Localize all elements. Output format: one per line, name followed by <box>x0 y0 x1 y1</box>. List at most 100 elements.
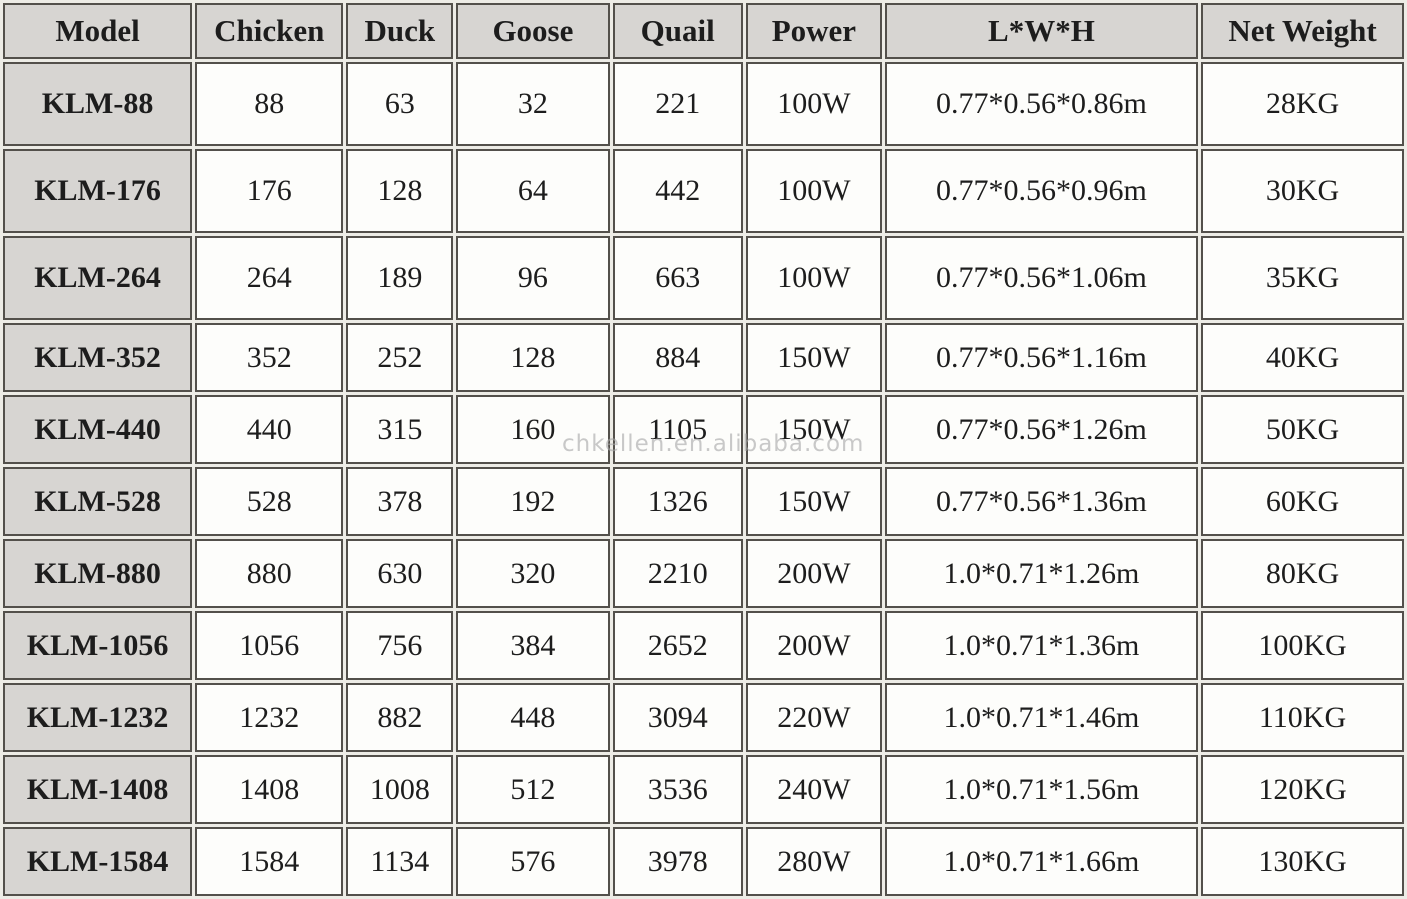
table-body: KLM-88 88 63 32 221 100W 0.77*0.56*0.86m 28KG KL… <box>3 62 1404 896</box>
chicken-cell: 528 <box>195 467 344 536</box>
chicken-cell: 440 <box>195 395 344 464</box>
net-weight-cell: 30KG <box>1201 149 1404 233</box>
chicken-cell: 352 <box>195 323 344 392</box>
goose-cell: 160 <box>456 395 610 464</box>
lwh-cell: 0.77*0.56*1.26m <box>884 395 1199 464</box>
model-cell: KLM-1408 <box>3 755 193 824</box>
net-weight-cell: 130KG <box>1201 827 1404 896</box>
lwh-cell: 1.0*0.71*1.66m <box>884 827 1199 896</box>
net-weight-cell: 50KG <box>1201 395 1404 464</box>
chicken-cell: 880 <box>195 539 344 608</box>
column-header-chicken: Chicken <box>195 3 344 59</box>
lwh-cell: 0.77*0.56*0.86m <box>884 62 1199 146</box>
table-row: KLM-352 352 252 128 884 150W 0.77*0.56*1.16m 40… <box>3 323 1404 392</box>
column-header-quail: Quail <box>612 3 743 59</box>
power-cell: 150W <box>745 323 882 392</box>
quail-cell: 2210 <box>612 539 743 608</box>
column-header-net-weight: Net Weight <box>1201 3 1404 59</box>
quail-cell: 3536 <box>612 755 743 824</box>
power-cell: 200W <box>745 611 882 680</box>
table-row: KLM-176 176 128 64 442 100W 0.77*0.56*0.96m 30K… <box>3 149 1404 233</box>
header-row: Model Chicken Duck Goose Quail Power L*W… <box>3 3 1404 59</box>
lwh-cell: 0.77*0.56*0.96m <box>884 149 1199 233</box>
column-header-goose: Goose <box>456 3 610 59</box>
goose-cell: 576 <box>456 827 610 896</box>
duck-cell: 756 <box>346 611 454 680</box>
chicken-cell: 1408 <box>195 755 344 824</box>
duck-cell: 128 <box>346 149 454 233</box>
net-weight-cell: 60KG <box>1201 467 1404 536</box>
goose-cell: 192 <box>456 467 610 536</box>
goose-cell: 512 <box>456 755 610 824</box>
duck-cell: 189 <box>346 236 454 320</box>
lwh-cell: 0.77*0.56*1.36m <box>884 467 1199 536</box>
lwh-cell: 1.0*0.71*1.36m <box>884 611 1199 680</box>
table-row: KLM-880 880 630 320 2210 200W 1.0*0.71*1.26m 80… <box>3 539 1404 608</box>
table-row: KLM-1056 1056 756 384 2652 200W 1.0*0.71*1.36m… <box>3 611 1404 680</box>
model-cell: KLM-440 <box>3 395 193 464</box>
model-cell: KLM-1232 <box>3 683 193 752</box>
goose-cell: 384 <box>456 611 610 680</box>
chicken-cell: 1056 <box>195 611 344 680</box>
column-header-lwh: L*W*H <box>884 3 1199 59</box>
goose-cell: 64 <box>456 149 610 233</box>
quail-cell: 884 <box>612 323 743 392</box>
power-cell: 100W <box>745 236 882 320</box>
duck-cell: 1008 <box>346 755 454 824</box>
goose-cell: 32 <box>456 62 610 146</box>
model-cell: KLM-352 <box>3 323 193 392</box>
lwh-cell: 1.0*0.71*1.26m <box>884 539 1199 608</box>
goose-cell: 96 <box>456 236 610 320</box>
lwh-cell: 0.77*0.56*1.16m <box>884 323 1199 392</box>
table-row: KLM-88 88 63 32 221 100W 0.77*0.56*0.86m 28KG <box>3 62 1404 146</box>
net-weight-cell: 120KG <box>1201 755 1404 824</box>
duck-cell: 252 <box>346 323 454 392</box>
power-cell: 240W <box>745 755 882 824</box>
model-cell: KLM-88 <box>3 62 193 146</box>
power-cell: 150W <box>745 467 882 536</box>
net-weight-cell: 110KG <box>1201 683 1404 752</box>
column-header-power: Power <box>745 3 882 59</box>
table-row: KLM-264 264 189 96 663 100W 0.77*0.56*1.06m 35K… <box>3 236 1404 320</box>
goose-cell: 448 <box>456 683 610 752</box>
model-cell: KLM-264 <box>3 236 193 320</box>
model-cell: KLM-176 <box>3 149 193 233</box>
quail-cell: 1326 <box>612 467 743 536</box>
chicken-cell: 1584 <box>195 827 344 896</box>
chicken-cell: 88 <box>195 62 344 146</box>
model-cell: KLM-880 <box>3 539 193 608</box>
lwh-cell: 1.0*0.71*1.56m <box>884 755 1199 824</box>
power-cell: 100W <box>745 149 882 233</box>
chicken-cell: 1232 <box>195 683 344 752</box>
power-cell: 100W <box>745 62 882 146</box>
duck-cell: 630 <box>346 539 454 608</box>
power-cell: 150W <box>745 395 882 464</box>
model-cell: KLM-528 <box>3 467 193 536</box>
goose-cell: 320 <box>456 539 610 608</box>
table-row: KLM-1232 1232 882 448 3094 220W 1.0*0.71*1.46m… <box>3 683 1404 752</box>
lwh-cell: 0.77*0.56*1.06m <box>884 236 1199 320</box>
quail-cell: 442 <box>612 149 743 233</box>
quail-cell: 3094 <box>612 683 743 752</box>
duck-cell: 63 <box>346 62 454 146</box>
net-weight-cell: 28KG <box>1201 62 1404 146</box>
chicken-cell: 264 <box>195 236 344 320</box>
duck-cell: 882 <box>346 683 454 752</box>
power-cell: 220W <box>745 683 882 752</box>
table-row: KLM-1408 1408 1008 512 3536 240W 1.0*0.71*1.56… <box>3 755 1404 824</box>
model-cell: KLM-1056 <box>3 611 193 680</box>
duck-cell: 378 <box>346 467 454 536</box>
quail-cell: 3978 <box>612 827 743 896</box>
goose-cell: 128 <box>456 323 610 392</box>
quail-cell: 1105 <box>612 395 743 464</box>
table-row: KLM-1584 1584 1134 576 3978 280W 1.0*0.71*1.66… <box>3 827 1404 896</box>
duck-cell: 1134 <box>346 827 454 896</box>
quail-cell: 221 <box>612 62 743 146</box>
power-cell: 200W <box>745 539 882 608</box>
column-header-model: Model <box>3 3 193 59</box>
model-cell: KLM-1584 <box>3 827 193 896</box>
net-weight-cell: 100KG <box>1201 611 1404 680</box>
chicken-cell: 176 <box>195 149 344 233</box>
quail-cell: 2652 <box>612 611 743 680</box>
